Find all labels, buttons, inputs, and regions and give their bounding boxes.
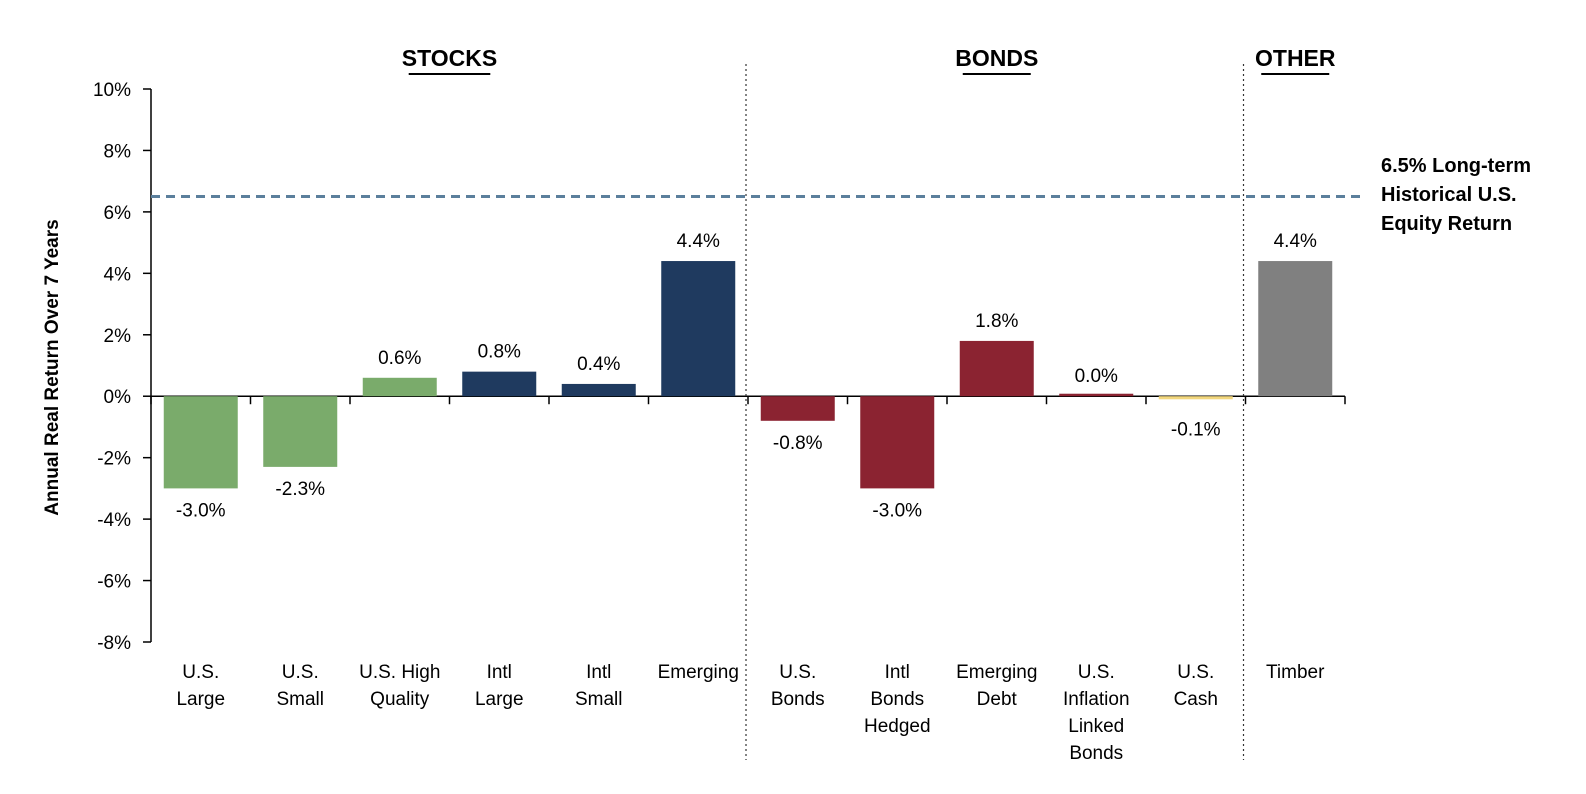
category-label-line: Timber — [1266, 662, 1325, 683]
bar — [1158, 396, 1233, 400]
category-label-line: Bonds — [1069, 743, 1123, 764]
category-label: Intl Bonds Hedged — [864, 662, 931, 737]
category-label-line: U.S. — [1177, 662, 1214, 683]
y-tick-label: 6% — [104, 203, 132, 224]
category-label-line: Emerging — [956, 662, 1037, 683]
data-label: 0.0% — [1075, 366, 1118, 387]
category-label-line: Intl — [885, 662, 910, 683]
category-label-line: Linked — [1068, 716, 1124, 737]
reference-line-label-line: Historical U.S. — [1381, 184, 1517, 206]
category-label-line: U.S. — [182, 662, 219, 683]
bar — [1258, 261, 1333, 397]
data-label: -3.0% — [176, 500, 226, 521]
data-label: 0.6% — [378, 348, 421, 369]
category-label-line: Intl — [586, 662, 611, 683]
category-label-line: Small — [575, 689, 623, 710]
y-tick-label: -6% — [97, 572, 131, 593]
category-label: Intl Large — [475, 662, 524, 710]
category-label-line: U.S. High — [359, 662, 440, 683]
bar — [263, 396, 338, 467]
data-label: -0.1% — [1171, 419, 1221, 440]
category-label: U.S. Bonds — [771, 662, 825, 710]
category-label-line: Cash — [1174, 689, 1218, 710]
category-label: Emerging — [658, 662, 739, 683]
y-axis-title: Annual Real Return Over 7 Years — [42, 219, 63, 515]
category-label: U.S. Cash — [1174, 662, 1218, 710]
group-title-other: OTHER — [1255, 45, 1336, 71]
bars — [163, 261, 1333, 489]
data-label: 0.8% — [478, 342, 521, 363]
category-label-line: Intl — [487, 662, 512, 683]
category-label-line: Quality — [370, 689, 430, 710]
bar — [561, 383, 636, 397]
category-label-line: U.S. — [282, 662, 319, 683]
bar — [362, 377, 437, 397]
category-label-line: Large — [475, 689, 524, 710]
category-label: U.S. High Quality — [359, 662, 440, 710]
group-title-bonds: BONDS — [955, 45, 1038, 71]
category-label: U.S. Inflation Linked Bonds — [1063, 662, 1130, 764]
bar — [760, 396, 835, 421]
group-headers: STOCKS BONDS OTHER — [402, 45, 1336, 760]
category-label-line: Large — [176, 689, 225, 710]
reference-line-label: 6.5% Long-term Historical U.S. Equity Retu… — [1381, 155, 1531, 235]
axes: 10% 8% 6% 4% 2% 0% -2% -4% -6% -8% Annual Real Ret… — [42, 80, 1346, 654]
category-label: Timber — [1266, 662, 1325, 683]
y-tick-label: 4% — [104, 264, 132, 285]
category-label-line: Small — [276, 689, 324, 710]
labels: -3.0% U.S. Large -2.3% U.S. Small 0.6% U.S. Hig… — [176, 231, 1325, 764]
bar — [462, 371, 537, 397]
category-label-line: Hedged — [864, 716, 931, 737]
bar — [959, 340, 1034, 397]
category-label: Emerging Debt — [956, 662, 1037, 710]
category-label-line: U.S. — [1078, 662, 1115, 683]
bar — [1059, 393, 1134, 397]
y-tick-label: -2% — [97, 449, 131, 470]
reference-line-label-line: Equity Return — [1381, 213, 1512, 235]
category-label-line: Debt — [977, 689, 1018, 710]
category-label-line: U.S. — [779, 662, 816, 683]
y-tick-label: 0% — [104, 387, 132, 408]
y-tick-label: 10% — [93, 80, 131, 101]
category-label: Intl Small — [575, 662, 623, 710]
data-label: -2.3% — [275, 479, 325, 500]
data-label: 4.4% — [677, 231, 720, 252]
bar — [661, 261, 736, 397]
reference-line-label-line: 6.5% Long-term — [1381, 155, 1531, 177]
y-tick-label: -8% — [97, 633, 131, 654]
category-label-line: Bonds — [771, 689, 825, 710]
category-label-line: Emerging — [658, 662, 739, 683]
category-label-line: Inflation — [1063, 689, 1130, 710]
y-tick-label: -4% — [97, 510, 131, 531]
data-label: -3.0% — [872, 500, 922, 521]
data-label: 0.4% — [577, 354, 620, 375]
data-label: 1.8% — [975, 311, 1018, 332]
bar — [163, 396, 238, 489]
category-label: U.S. Large — [176, 662, 225, 710]
y-tick-label: 8% — [104, 141, 132, 162]
data-label: 4.4% — [1274, 231, 1317, 252]
bar — [860, 396, 935, 489]
reference-line-group: 6.5% Long-term Historical U.S. Equity Retu… — [151, 155, 1531, 235]
group-title-stocks: STOCKS — [402, 45, 497, 71]
data-label: -0.8% — [773, 433, 823, 454]
category-label: U.S. Small — [276, 662, 324, 710]
category-label-line: Bonds — [870, 689, 924, 710]
y-tick-label: 2% — [104, 326, 132, 347]
